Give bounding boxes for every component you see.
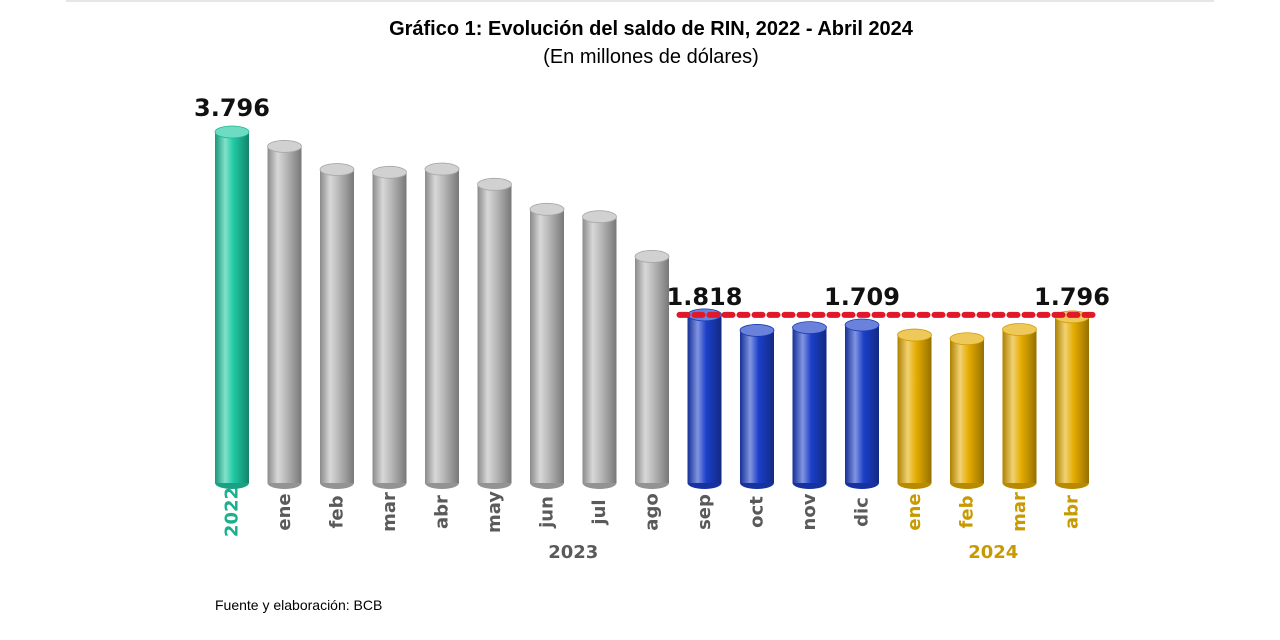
category-label: ene <box>904 493 925 530</box>
bar-12-dic <box>844 318 880 489</box>
category-label: ene <box>274 493 295 530</box>
category-label: mar <box>379 492 400 532</box>
category-label: may <box>484 491 505 533</box>
category-label: jun <box>537 496 558 529</box>
bars-layer <box>214 125 1090 489</box>
bar-6-jun <box>529 202 565 489</box>
bar-5-may <box>477 177 512 489</box>
group-label-2023: 2023 <box>548 542 598 563</box>
source-note: Fuente y elaboración: BCB <box>215 597 383 613</box>
bar-cap <box>844 318 880 332</box>
category-label: abr <box>1062 495 1083 529</box>
bar-10-oct <box>739 324 775 489</box>
bar-cap <box>739 324 775 337</box>
bar-cap <box>1002 323 1037 336</box>
category-label: jul <box>589 499 610 525</box>
category-label: ago <box>642 493 663 530</box>
bar-8-ago <box>634 250 670 489</box>
chart-subtitle: (En millones de dólares) <box>543 46 759 68</box>
bar-cap <box>372 165 407 179</box>
bar-cap <box>792 321 827 335</box>
bar-cap <box>424 162 460 176</box>
bar-cap <box>267 140 302 153</box>
bar-body <box>740 330 774 483</box>
bar-body <box>425 169 459 483</box>
bar-16-abr <box>1054 310 1090 489</box>
bar-9-sep <box>687 308 722 489</box>
category-label: sep <box>694 494 715 530</box>
bar-cap <box>319 163 355 176</box>
bar-7-jul <box>582 210 617 489</box>
bar-cap <box>634 250 670 263</box>
bar-cap <box>949 332 985 346</box>
chart-title: Gráfico 1: Evolución del saldo de RIN, 2… <box>389 18 913 40</box>
group-labels-layer: 2023 2024 <box>548 542 1018 563</box>
bar-cap <box>897 328 932 342</box>
bar-1-ene <box>267 140 302 489</box>
bar-body <box>635 256 669 483</box>
bar-13-ene <box>897 328 932 489</box>
bar-body <box>372 172 407 483</box>
bar-15-mar <box>1002 323 1037 489</box>
group-label-2024: 2024 <box>968 542 1018 563</box>
bar-body <box>792 327 827 483</box>
category-label: 2022 <box>222 487 243 537</box>
data-label-12: 1.709 <box>824 283 900 311</box>
data-labels-layer: 3.796 1.818 1.709 1.796 <box>194 94 1110 311</box>
bar-cap <box>477 177 512 191</box>
bar-cap <box>529 202 565 216</box>
bar-body <box>267 146 302 483</box>
category-label: abr <box>432 495 453 529</box>
bar-0-2022 <box>214 125 250 489</box>
top-divider <box>66 0 1214 2</box>
bar-body <box>1002 329 1037 483</box>
category-label: mar <box>1009 492 1030 532</box>
bar-cap <box>214 125 250 139</box>
bar-body <box>1055 316 1089 483</box>
category-label: oct <box>747 496 768 528</box>
category-label: dic <box>852 497 873 527</box>
bar-body <box>477 184 512 483</box>
bar-body <box>897 335 932 483</box>
data-label-0: 3.796 <box>194 94 270 122</box>
category-label: feb <box>327 495 348 528</box>
bar-body <box>215 132 249 483</box>
bar-cap <box>582 210 617 224</box>
bar-2-feb <box>319 163 355 489</box>
bar-4-abr <box>424 162 460 489</box>
category-label: nov <box>799 493 820 530</box>
category-label: feb <box>957 495 978 528</box>
data-label-16: 1.796 <box>1034 283 1110 311</box>
bar-body <box>950 338 984 483</box>
bar-3-mar <box>372 165 407 489</box>
bar-14-feb <box>949 332 985 489</box>
data-label-9: 1.818 <box>667 283 743 311</box>
bar-body <box>687 314 722 483</box>
bar-body <box>530 209 564 483</box>
bar-body <box>582 216 617 484</box>
bar-11-nov <box>792 321 827 489</box>
bar-body <box>845 324 879 483</box>
bar-body <box>320 169 354 484</box>
category-labels-layer: 2022 ene feb mar abr may jun jul ago sep oct nov dic… <box>222 487 1083 537</box>
